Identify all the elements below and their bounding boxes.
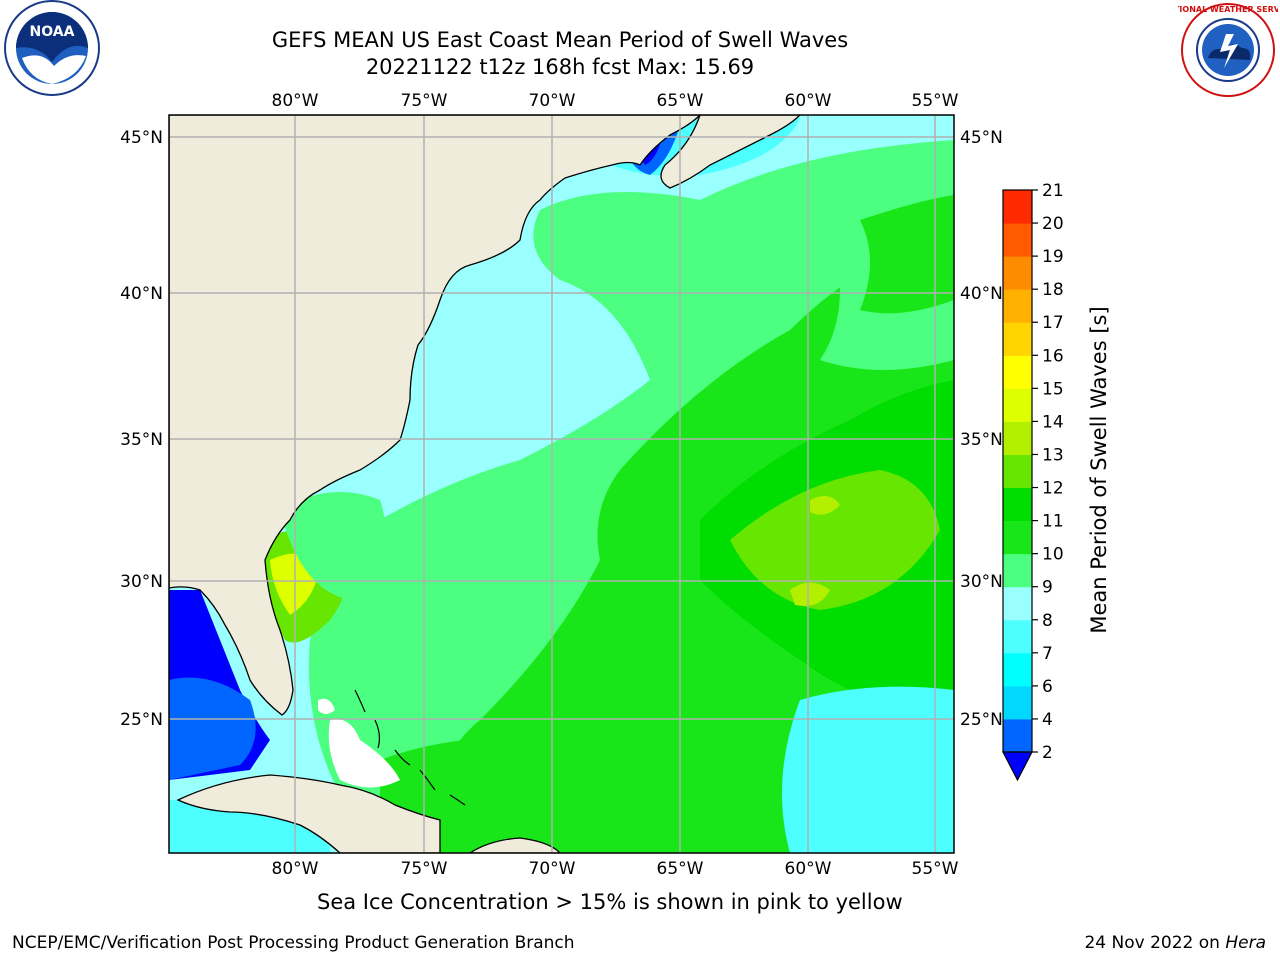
colorbar-segment bbox=[1003, 421, 1032, 455]
colorbar-tick-label: 9 bbox=[1042, 578, 1053, 598]
footer-date-text: 24 Nov 2022 on bbox=[1084, 933, 1220, 953]
colorbar-tick-label: 4 bbox=[1042, 710, 1053, 730]
colorbar-segment bbox=[1003, 586, 1032, 621]
colorbar-tick-label: 17 bbox=[1042, 313, 1064, 333]
lon-label: 70°W bbox=[529, 859, 576, 879]
swell-field-ne-core bbox=[860, 195, 954, 314]
colorbar-segment bbox=[1003, 553, 1032, 588]
colorbar-tick-label: 21 bbox=[1042, 181, 1064, 201]
colorbar-tick-label: 6 bbox=[1042, 677, 1053, 697]
lat-labels-left: 45°N 40°N 35°N 30°N 25°N bbox=[120, 128, 163, 730]
colorbar-segment bbox=[1003, 520, 1032, 555]
swell-field-8-9-east bbox=[782, 686, 954, 853]
colorbar-segment bbox=[1003, 256, 1032, 290]
footer-date: 24 Nov 2022 on Hera bbox=[1084, 933, 1266, 953]
colorbar-segment bbox=[1003, 652, 1032, 687]
missing-keys bbox=[318, 698, 335, 714]
land-hispaniola bbox=[468, 837, 561, 853]
footer-credit: NCEP/EMC/Verification Post Processing Pr… bbox=[12, 933, 575, 953]
lat-label: 35°N bbox=[120, 430, 163, 450]
colorbar-tick-label: 11 bbox=[1042, 512, 1064, 532]
colorbar-extend-triangle bbox=[1002, 751, 1033, 782]
colorbar-segment bbox=[1003, 322, 1032, 356]
lon-label: 60°W bbox=[785, 91, 832, 111]
lat-label: 45°N bbox=[120, 128, 163, 148]
lon-label: 55°W bbox=[912, 91, 959, 111]
lon-label: 60°W bbox=[785, 859, 832, 879]
lon-labels-top: 80°W 75°W 70°W 65°W 60°W 55°W bbox=[272, 91, 959, 111]
lat-label: 30°N bbox=[960, 572, 1003, 592]
missing-bahamas bbox=[328, 719, 400, 788]
lat-label: 30°N bbox=[120, 572, 163, 592]
colorbar-segment bbox=[1003, 454, 1032, 489]
colorbar-tick-label: 13 bbox=[1042, 445, 1064, 465]
sea-ice-note: Sea Ice Concentration > 15% is shown in … bbox=[317, 890, 903, 914]
lon-label: 75°W bbox=[401, 91, 448, 111]
lat-label: 40°N bbox=[960, 284, 1003, 304]
lon-label: 65°W bbox=[657, 859, 704, 879]
lon-label: 80°W bbox=[272, 91, 319, 111]
noaa-logo-text: NOAA bbox=[30, 24, 75, 40]
swell-field-carolina bbox=[280, 492, 386, 600]
colorbar-segment bbox=[1003, 388, 1032, 422]
chart-subtitle: 20221122 t12z 168h fcst Max: 15.69 bbox=[365, 55, 755, 79]
swell-field-gulf-cyan bbox=[169, 800, 330, 853]
chart-title: GEFS MEAN US East Coast Mean Period of S… bbox=[271, 28, 849, 52]
colorbar-tick-label: 12 bbox=[1042, 479, 1064, 499]
swell-field-13-14 bbox=[790, 496, 840, 606]
land-cuba bbox=[176, 774, 441, 853]
footer-machine: Hera bbox=[1225, 933, 1266, 953]
colorbar-segment bbox=[1003, 190, 1032, 224]
nws-logo: NATIONAL WEATHER SERVICE bbox=[1178, 3, 1278, 97]
colorbar-tick-label: 20 bbox=[1042, 214, 1064, 234]
map-panel bbox=[169, 115, 954, 853]
colorbar-tick-label: 10 bbox=[1042, 545, 1064, 565]
map-frame bbox=[168, 114, 955, 854]
colorbar-label: Mean Period of Swell Waves [s] bbox=[1087, 306, 1111, 633]
colorbar-tick-label: 15 bbox=[1042, 379, 1064, 399]
lon-label: 70°W bbox=[529, 91, 576, 111]
lon-label: 65°W bbox=[657, 91, 704, 111]
land-us bbox=[169, 115, 701, 716]
land-nova-scotia bbox=[660, 115, 801, 189]
colorbar-frame bbox=[1002, 189, 1033, 753]
noaa-logo: NOAA bbox=[4, 0, 100, 96]
colorbar-segment bbox=[1003, 619, 1032, 654]
bahamas-islands bbox=[354, 689, 466, 806]
lon-label: 55°W bbox=[912, 859, 959, 879]
colorbar-segment bbox=[1003, 355, 1032, 389]
colorbar-tick-label: 18 bbox=[1042, 280, 1064, 300]
swell-field-gulf-blue bbox=[169, 677, 256, 780]
colorbar-tick-label: 2 bbox=[1042, 743, 1053, 763]
swell-field-12-13 bbox=[730, 470, 940, 610]
colorbar-tick-label: 7 bbox=[1042, 644, 1053, 664]
colorbar-tick-label: 19 bbox=[1042, 247, 1064, 267]
lat-label: 25°N bbox=[120, 710, 163, 730]
lat-label: 35°N bbox=[960, 430, 1003, 450]
lat-labels-right: 45°N 40°N 35°N 30°N 25°N bbox=[960, 128, 1003, 730]
colorbar-tick-label: 14 bbox=[1042, 412, 1064, 432]
lon-label: 80°W bbox=[272, 859, 319, 879]
colorbar-segment bbox=[1003, 289, 1032, 323]
gridlines bbox=[169, 115, 954, 853]
colorbar-segment bbox=[1003, 685, 1032, 720]
lon-labels-bottom: 80°W 75°W 70°W 65°W 60°W 55°W bbox=[272, 859, 959, 879]
lat-label: 40°N bbox=[120, 284, 163, 304]
lon-label: 75°W bbox=[401, 859, 448, 879]
colorbar: 2 4 6 7 8 9 10 11 12 13 14 15 16 17 18 19 20 21 bbox=[1002, 181, 1064, 782]
lat-label: 25°N bbox=[960, 710, 1003, 730]
colorbar-segment bbox=[1003, 718, 1032, 753]
colorbar-tick-label: 8 bbox=[1042, 611, 1053, 631]
colorbar-tick-label: 16 bbox=[1042, 346, 1064, 366]
nws-logo-text: NATIONAL WEATHER SERVICE bbox=[1178, 5, 1278, 14]
lat-label: 45°N bbox=[960, 128, 1003, 148]
colorbar-segment bbox=[1003, 223, 1032, 257]
colorbar-segment bbox=[1003, 487, 1032, 522]
